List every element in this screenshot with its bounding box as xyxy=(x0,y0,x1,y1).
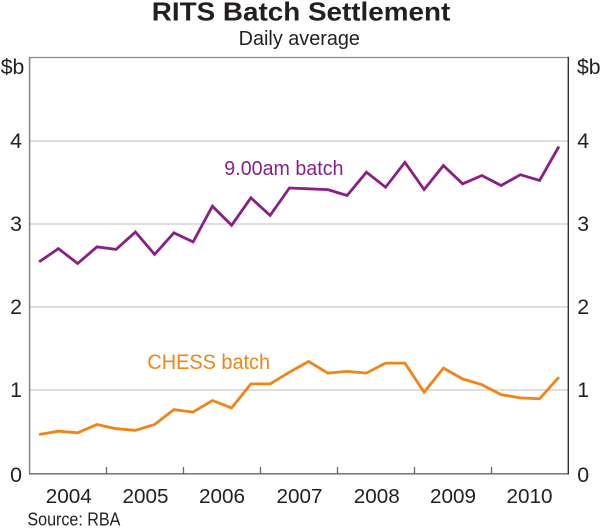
svg-text:3: 3 xyxy=(10,212,22,236)
svg-text:Daily average: Daily average xyxy=(239,28,360,50)
svg-text:2009: 2009 xyxy=(430,485,476,508)
svg-text:CHESS batch: CHESS batch xyxy=(147,351,270,374)
svg-text:2006: 2006 xyxy=(199,485,245,508)
svg-text:4: 4 xyxy=(10,129,22,153)
svg-text:$b: $b xyxy=(1,56,25,79)
svg-text:2007: 2007 xyxy=(276,485,322,508)
svg-text:1: 1 xyxy=(10,378,22,402)
svg-text:2: 2 xyxy=(10,295,22,319)
svg-text:4: 4 xyxy=(577,129,589,153)
svg-text:$b: $b xyxy=(577,56,600,79)
svg-text:1: 1 xyxy=(577,378,589,402)
svg-text:9.00am batch: 9.00am batch xyxy=(224,157,343,180)
svg-text:RITS Batch Settlement: RITS Batch Settlement xyxy=(152,0,451,27)
svg-text:2008: 2008 xyxy=(354,485,400,508)
svg-text:2005: 2005 xyxy=(122,485,168,508)
svg-text:2010: 2010 xyxy=(506,485,552,508)
svg-text:3: 3 xyxy=(577,212,589,236)
svg-text:2: 2 xyxy=(577,295,589,319)
svg-text:Source: RBA: Source: RBA xyxy=(27,509,121,528)
svg-text:2004: 2004 xyxy=(46,485,92,508)
svg-text:0: 0 xyxy=(10,463,22,487)
svg-text:0: 0 xyxy=(577,463,589,487)
